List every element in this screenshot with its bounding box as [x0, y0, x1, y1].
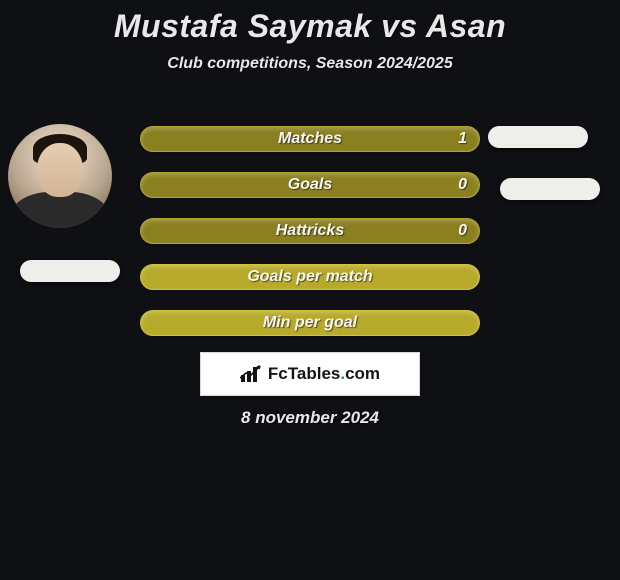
- stat-bar: Hattricks 0: [140, 218, 480, 244]
- stat-bar-value: 0: [458, 222, 467, 240]
- stat-bar-label: Matches: [278, 130, 342, 148]
- brand-badge: FcTables.com: [200, 352, 420, 396]
- page-title: Mustafa Saymak vs Asan: [0, 0, 620, 45]
- subtitle: Club competitions, Season 2024/2025: [0, 55, 620, 73]
- avatar-hair: [33, 134, 87, 163]
- stat-bar-label: Min per goal: [263, 314, 357, 332]
- stat-bar-label: Goals: [288, 176, 332, 194]
- date-text: 8 november 2024: [0, 408, 620, 428]
- stat-bar-label: Hattricks: [276, 222, 344, 240]
- player2-name-pill: [488, 126, 588, 148]
- stat-bar: Min per goal: [140, 310, 480, 336]
- stats-bars: Matches 1 Goals 0 Hattricks 0 Goals per match M…: [140, 126, 480, 356]
- stat-bar-value: 0: [458, 176, 467, 194]
- brand-text: FcTables.com: [268, 364, 380, 384]
- player1-name-pill: [20, 260, 120, 282]
- stat-bar-label: Goals per match: [247, 268, 372, 286]
- stat-bar-value: 1: [458, 130, 467, 148]
- player2-name-pill-2: [500, 178, 600, 200]
- stat-bar: Goals 0: [140, 172, 480, 198]
- stat-bar: Goals per match: [140, 264, 480, 290]
- stat-bar: Matches 1: [140, 126, 480, 152]
- brand-text-after: com: [345, 364, 380, 383]
- brand-text-before: FcTables: [268, 364, 340, 383]
- bar-chart-icon: [240, 365, 262, 383]
- player1-avatar: [8, 124, 112, 228]
